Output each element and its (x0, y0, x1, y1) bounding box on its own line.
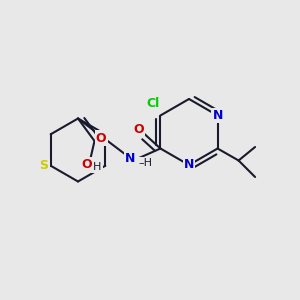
Text: –H: –H (138, 158, 152, 169)
Text: Cl: Cl (146, 97, 160, 110)
Text: N: N (184, 158, 194, 172)
Text: O: O (96, 131, 106, 145)
Text: N: N (125, 152, 136, 166)
Text: O: O (133, 123, 144, 136)
Text: H: H (93, 161, 102, 172)
Text: N: N (212, 109, 223, 122)
Text: O: O (82, 158, 92, 172)
Text: S: S (40, 159, 49, 172)
